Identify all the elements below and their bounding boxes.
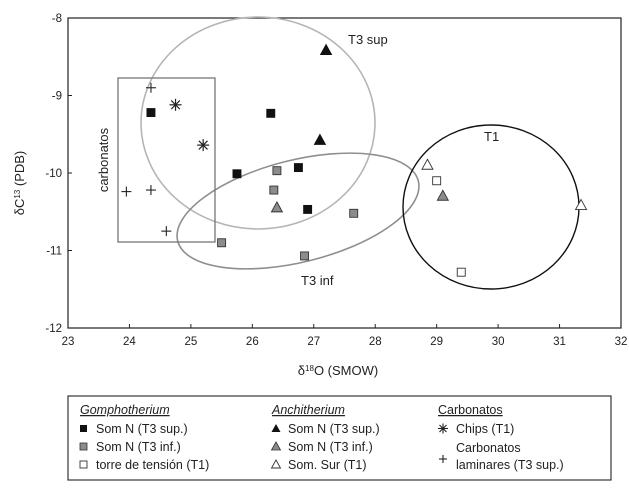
- point-gomphotherium-torre-de-tensi-n-t1: [456, 267, 466, 277]
- points-layer: [121, 43, 588, 277]
- legend-marker-black-square: [80, 425, 87, 432]
- point-gomphotherium-som-n-t3-inf: [269, 185, 279, 195]
- t3sup-ellipse: [140, 16, 376, 230]
- point-gomphotherium-som-n-t3-sup: [303, 204, 313, 214]
- point-gomphotherium-torre-de-tensi-n-t1: [432, 176, 442, 186]
- point-gomphotherium-som-n-t3-sup: [232, 169, 242, 179]
- legend-marker-asterisk: [438, 423, 448, 434]
- legend-frame: [67, 395, 612, 481]
- y-axis-title: δC13 (PDB): [12, 151, 27, 216]
- legend-marker-black-triangle: [271, 424, 281, 432]
- legend-label-carbonatos-laminares-1: Carbonatos: [456, 441, 521, 455]
- point-carbonatos-carbonatos-laminares-t3-sup: [161, 226, 172, 237]
- point-anchitherium-som-sur-t1: [421, 158, 434, 170]
- axes-layer: 23 24 25 26 27 28 29 30 31 32 -8 -9 -10 -11 -12: [45, 13, 627, 348]
- legend-label-g2-t3sup: Som N (T3 sup.): [288, 422, 380, 436]
- annotation-t1: T1: [484, 129, 499, 144]
- point-anchitherium-som-n-t3-inf: [436, 189, 450, 201]
- legend-label-g1-t1: torre de tensión (T1): [96, 458, 209, 472]
- legend-title-gomphotherium: Gomphotherium: [80, 403, 170, 417]
- legend-title-anchitherium: Anchitherium: [271, 403, 345, 417]
- point-gomphotherium-som-n-t3-inf: [217, 238, 227, 248]
- x-tick-label: 25: [184, 336, 197, 348]
- legend-marker-white-square: [79, 460, 88, 469]
- point-anchitherium-som-n-t3-sup: [313, 133, 327, 145]
- point-anchitherium-som-n-t3-sup: [319, 43, 333, 55]
- annotation-carbonatos: carbonatos: [96, 127, 111, 192]
- point-anchitherium-som-n-t3-inf: [270, 200, 284, 213]
- legend-marker-plus: [439, 455, 447, 463]
- t3inf-ellipse: [176, 152, 420, 270]
- annotation-t3inf: T3 inf: [301, 273, 334, 288]
- y-tick-label: -8: [52, 13, 62, 25]
- x-tick-label: 27: [307, 336, 320, 348]
- legend-label-chips: Chips (T1): [456, 422, 514, 436]
- t1-ellipse: [402, 124, 580, 290]
- point-gomphotherium-som-n-t3-sup: [146, 108, 156, 118]
- point-carbonatos-carbonatos-laminares-t3-sup: [121, 186, 132, 197]
- point-gomphotherium-som-n-t3-inf: [272, 166, 282, 176]
- y-tick-label: -12: [45, 323, 62, 335]
- plot-frame: [67, 17, 622, 329]
- point-gomphotherium-som-n-t3-inf: [349, 208, 359, 218]
- legend-marker-gray-triangle: [270, 441, 282, 451]
- annotation-t3sup: T3 sup: [348, 32, 388, 47]
- x-tick-label: 23: [62, 336, 75, 348]
- legend: Gomphotherium Anchitherium Carbonatos So…: [67, 395, 612, 481]
- x-tick-label: 30: [492, 336, 505, 348]
- legend-marker-gray-square: [79, 442, 88, 451]
- legend-label-carbonatos-laminares-2: laminares (T3 sup.): [456, 458, 564, 472]
- point-carbonatos-chips-t1: [197, 139, 210, 152]
- x-tick-label: 29: [430, 336, 443, 348]
- legend-label-g2-t1: Som. Sur (T1): [288, 458, 367, 472]
- x-axis-title: δ18O (SMOW): [298, 363, 378, 378]
- x-tick-label: 24: [123, 336, 136, 348]
- x-tick-label: 26: [246, 336, 259, 348]
- point-carbonatos-carbonatos-laminares-t3-sup: [145, 82, 156, 93]
- point-anchitherium-som-sur-t1: [574, 198, 588, 211]
- legend-label-g1-t3sup: Som N (T3 sup.): [96, 422, 188, 436]
- carbonatos-box: [117, 77, 216, 243]
- x-tick-label: 32: [615, 336, 628, 348]
- point-gomphotherium-som-n-t3-inf: [300, 251, 310, 261]
- y-tick-label: -9: [52, 91, 62, 103]
- legend-label-g2-t3inf: Som N (T3 inf.): [288, 440, 373, 454]
- y-tick-label: -11: [46, 246, 62, 258]
- y-tick-label: -10: [45, 168, 62, 180]
- legend-label-g1-t3inf: Som N (T3 inf.): [96, 440, 181, 454]
- point-gomphotherium-som-n-t3-sup: [293, 163, 303, 173]
- point-carbonatos-carbonatos-laminares-t3-sup: [145, 185, 156, 196]
- x-tick-label: 31: [553, 336, 566, 348]
- point-gomphotherium-som-n-t3-sup: [266, 108, 276, 118]
- point-carbonatos-chips-t1: [169, 98, 182, 111]
- legend-marker-white-triangle: [270, 459, 282, 469]
- x-tick-label: 28: [369, 336, 382, 348]
- legend-title-carbonatos: Carbonatos: [438, 403, 503, 417]
